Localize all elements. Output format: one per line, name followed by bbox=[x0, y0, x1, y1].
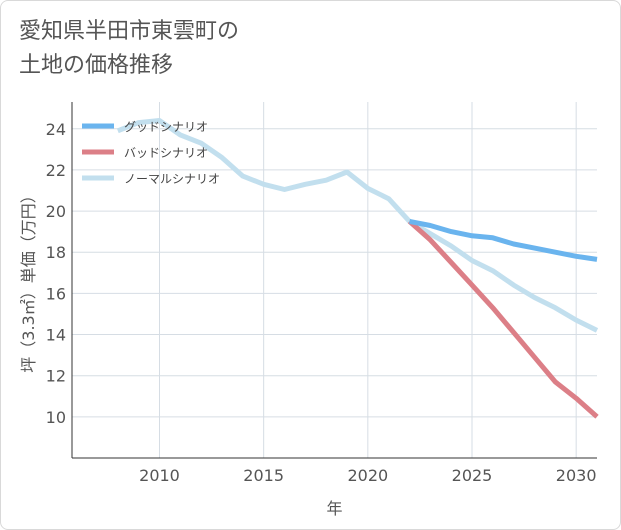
x-tick-label: 2015 bbox=[243, 466, 284, 485]
price-trend-chart: 2010 2015 2020 2025 2030 1012141618202224 年 … bbox=[0, 0, 621, 530]
y-tick-label: 18 bbox=[46, 243, 66, 262]
x-tick-label: 2030 bbox=[556, 466, 597, 485]
y-tick-label: 24 bbox=[46, 120, 66, 139]
y-tick-label: 22 bbox=[46, 161, 66, 180]
y-tick-label: 12 bbox=[46, 367, 66, 386]
series-lines bbox=[118, 121, 597, 417]
y-tick-label: 16 bbox=[46, 284, 66, 303]
series-line-1 bbox=[410, 221, 598, 416]
y-tick-label: 20 bbox=[46, 202, 66, 221]
x-tick-label: 2020 bbox=[347, 466, 388, 485]
legend-label-2: ノーマルシナリオ bbox=[124, 172, 220, 186]
y-axis-label: 坪（3.3㎡）単価（万円） bbox=[19, 187, 38, 372]
legend-label-1: バッドシナリオ bbox=[124, 146, 208, 160]
legend-label-0: グッドシナリオ bbox=[124, 120, 208, 134]
x-axis-label: 年 bbox=[326, 499, 342, 518]
x-tick-labels: 2010 2015 2020 2025 2030 bbox=[139, 466, 596, 485]
y-tick-labels: 10 12 14 16 18 20 22 24 bbox=[46, 120, 66, 427]
x-tick-label: 2025 bbox=[452, 466, 493, 485]
y-tick-label: 10 bbox=[46, 408, 66, 427]
y-tick-label: 14 bbox=[46, 326, 66, 345]
x-tick-label: 2010 bbox=[139, 466, 180, 485]
